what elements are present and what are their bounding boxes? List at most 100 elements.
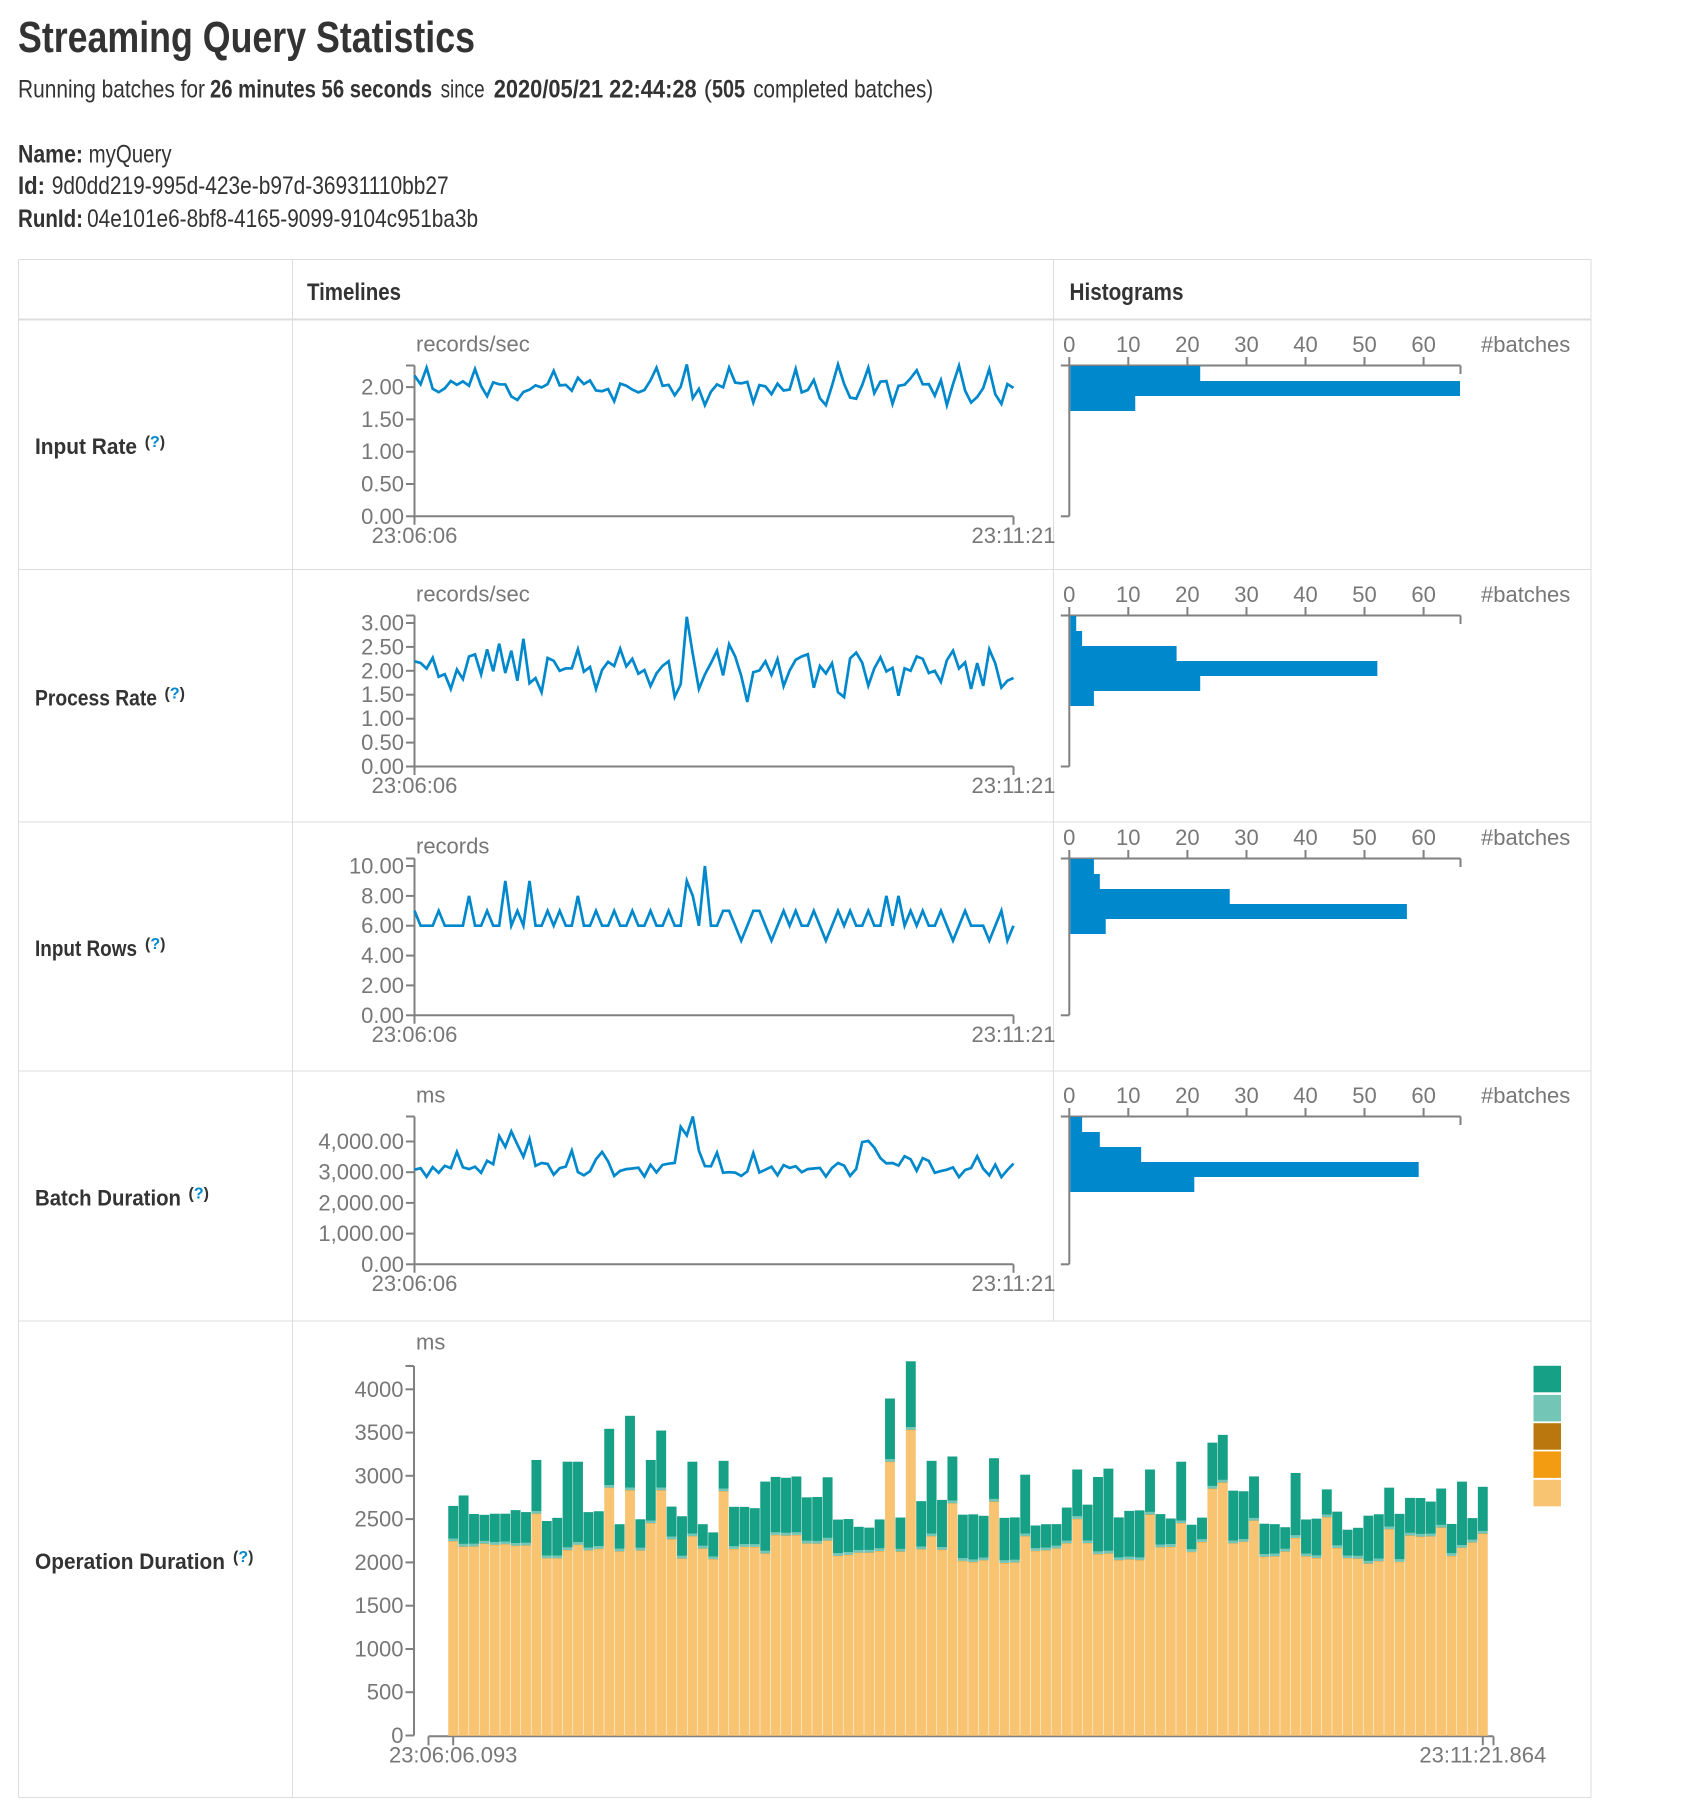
svg-text:1000: 1000	[355, 1637, 404, 1662]
svg-text:0: 0	[1063, 582, 1075, 607]
svg-text:23:11:21: 23:11:21	[971, 1271, 1055, 1296]
svg-text:23:06:06: 23:06:06	[372, 1271, 458, 1296]
svg-text:1.50: 1.50	[361, 407, 404, 432]
svg-text:500: 500	[367, 1680, 404, 1705]
svg-text:(?): (?)	[145, 936, 165, 953]
svg-text:10: 10	[1116, 825, 1140, 850]
svg-text:3500: 3500	[355, 1420, 404, 1445]
svg-text:Timelines: Timelines	[307, 279, 401, 306]
svg-text:0.50: 0.50	[361, 472, 404, 497]
svg-text:Batch Duration: Batch Duration	[35, 1186, 181, 1211]
svg-text:23:06:06: 23:06:06	[372, 773, 458, 798]
svg-text:2020/05/21 22:44:28: 2020/05/21 22:44:28	[494, 76, 697, 104]
svg-text:23:11:21: 23:11:21	[971, 523, 1055, 548]
svg-text:Input Rate: Input Rate	[35, 434, 137, 459]
svg-text:10: 10	[1116, 1083, 1140, 1108]
svg-text:20: 20	[1175, 1083, 1199, 1108]
svg-text:30: 30	[1234, 825, 1258, 850]
svg-text:0.00: 0.00	[361, 504, 404, 529]
svg-text:myQuery: myQuery	[89, 141, 172, 169]
svg-text:Name:: Name:	[18, 141, 83, 169]
svg-text:26 minutes 56 seconds: 26 minutes 56 seconds	[210, 76, 432, 104]
svg-text:RunId:: RunId:	[18, 205, 83, 233]
svg-text:records: records	[416, 834, 489, 859]
svg-text:10.00: 10.00	[349, 854, 404, 879]
svg-text:50: 50	[1352, 825, 1376, 850]
svg-text:0: 0	[1063, 332, 1075, 357]
svg-text:0: 0	[1063, 1083, 1075, 1108]
svg-text:04e101e6-8bf8-4165-9099-9104c9: 04e101e6-8bf8-4165-9099-9104c951ba3b	[87, 205, 478, 233]
svg-text:40: 40	[1293, 1083, 1317, 1108]
svg-text:23:11:21.864: 23:11:21.864	[1419, 1743, 1546, 1768]
svg-text:4,000.00: 4,000.00	[318, 1129, 404, 1154]
svg-text:Operation Duration: Operation Duration	[35, 1549, 225, 1574]
svg-text:60: 60	[1411, 582, 1435, 607]
svg-text:0: 0	[1063, 825, 1075, 850]
svg-text:50: 50	[1352, 1083, 1376, 1108]
svg-text:30: 30	[1234, 332, 1258, 357]
svg-text:#batches: #batches	[1481, 825, 1570, 850]
svg-text:#batches: #batches	[1481, 582, 1570, 607]
svg-text:40: 40	[1293, 332, 1317, 357]
svg-text:(?): (?)	[189, 1186, 209, 1203]
svg-text:2.00: 2.00	[361, 658, 404, 683]
svg-text:1.00: 1.00	[361, 439, 404, 464]
svg-text:20: 20	[1175, 332, 1199, 357]
svg-text:Input Rows: Input Rows	[35, 936, 137, 961]
svg-text:8.00: 8.00	[361, 883, 404, 908]
svg-text:0.00: 0.00	[361, 754, 404, 779]
svg-text:1500: 1500	[355, 1593, 404, 1618]
svg-text:(?): (?)	[145, 434, 165, 451]
svg-text:Histograms: Histograms	[1070, 279, 1184, 306]
svg-text:#batches: #batches	[1481, 1083, 1570, 1108]
svg-text:10: 10	[1116, 582, 1140, 607]
svg-text:Process Rate: Process Rate	[35, 686, 157, 711]
svg-text:since: since	[441, 76, 485, 104]
svg-text:20: 20	[1175, 582, 1199, 607]
svg-text:1.00: 1.00	[361, 706, 404, 731]
svg-text:10: 10	[1116, 332, 1140, 357]
svg-text:(?): (?)	[233, 1549, 253, 1566]
svg-text:Running batches for: Running batches for	[18, 76, 205, 104]
svg-text:(?): (?)	[165, 686, 185, 703]
svg-text:0: 0	[391, 1723, 403, 1748]
svg-text:2.00: 2.00	[361, 375, 404, 400]
svg-text:ms: ms	[416, 1330, 445, 1355]
svg-text:(: (	[704, 76, 713, 104]
svg-text:505: 505	[712, 76, 745, 104]
svg-text:23:06:06: 23:06:06	[372, 1022, 458, 1047]
svg-text:2500: 2500	[355, 1507, 404, 1532]
svg-text:40: 40	[1293, 825, 1317, 850]
svg-text:2.50: 2.50	[361, 634, 404, 659]
svg-text:3,000.00: 3,000.00	[318, 1160, 404, 1185]
svg-text:1.50: 1.50	[361, 682, 404, 707]
svg-text:4000: 4000	[355, 1377, 404, 1402]
svg-text:30: 30	[1234, 1083, 1258, 1108]
svg-text:50: 50	[1352, 582, 1376, 607]
svg-text:50: 50	[1352, 332, 1376, 357]
svg-text:60: 60	[1411, 825, 1435, 850]
svg-text:3.00: 3.00	[361, 611, 404, 636]
svg-text:#batches: #batches	[1481, 332, 1570, 357]
svg-text:records/sec: records/sec	[416, 582, 530, 607]
svg-text:6.00: 6.00	[361, 913, 404, 938]
svg-text:0.00: 0.00	[361, 1252, 404, 1277]
svg-text:23:11:21: 23:11:21	[971, 773, 1055, 798]
svg-text:completed batches): completed batches)	[753, 76, 933, 104]
svg-text:23:06:06.093: 23:06:06.093	[389, 1743, 517, 1768]
svg-text:4.00: 4.00	[361, 943, 404, 968]
svg-text:records/sec: records/sec	[416, 332, 530, 357]
svg-text:23:06:06: 23:06:06	[372, 523, 458, 548]
svg-text:1,000.00: 1,000.00	[318, 1221, 404, 1246]
svg-text:60: 60	[1411, 1083, 1435, 1108]
svg-text:40: 40	[1293, 582, 1317, 607]
svg-text:20: 20	[1175, 825, 1199, 850]
svg-text:30: 30	[1234, 582, 1258, 607]
svg-text:23:11:21: 23:11:21	[971, 1022, 1055, 1047]
svg-text:2.00: 2.00	[361, 973, 404, 998]
svg-text:ms: ms	[416, 1083, 445, 1108]
svg-text:2,000.00: 2,000.00	[318, 1190, 404, 1215]
svg-text:Streaming Query Statistics: Streaming Query Statistics	[18, 13, 475, 62]
svg-text:0.00: 0.00	[361, 1003, 404, 1028]
svg-text:3000: 3000	[355, 1463, 404, 1488]
